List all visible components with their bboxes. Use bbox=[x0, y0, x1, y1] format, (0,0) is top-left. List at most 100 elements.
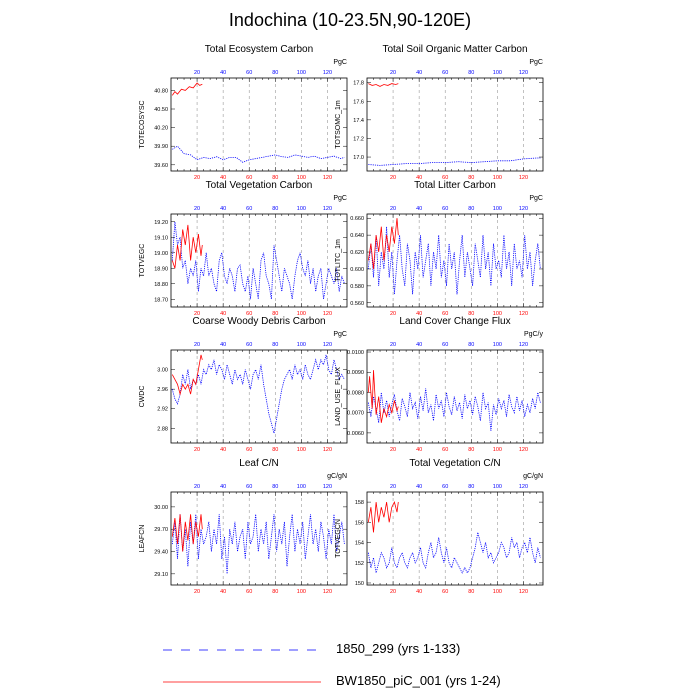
legend-label-series1: 1850_299 (yrs 1-133) bbox=[336, 641, 461, 656]
x-tick-label-bottom: 40 bbox=[416, 589, 422, 595]
x-tick-label-top: 100 bbox=[493, 70, 502, 76]
series-1850_299-line bbox=[171, 221, 345, 300]
units-label: gC/gN bbox=[523, 473, 543, 480]
x-tick-label-top: 40 bbox=[416, 206, 422, 212]
x-tick-label-bottom: 40 bbox=[416, 175, 422, 181]
y-tick-label: 3.00 bbox=[157, 368, 168, 374]
plot-frame bbox=[170, 213, 348, 308]
x-tick-label-top: 60 bbox=[442, 484, 448, 490]
x-tick-label-top: 40 bbox=[416, 70, 422, 76]
x-tick-label-top: 60 bbox=[246, 206, 252, 212]
series-1850_299-line bbox=[367, 532, 541, 574]
series-BW1850_piC_001-line bbox=[171, 82, 203, 96]
legend-label-series2: BW1850_piC_001 (yrs 1-24) bbox=[336, 673, 501, 688]
x-tick-label-bottom: 40 bbox=[416, 311, 422, 317]
x-tick-label-bottom: 60 bbox=[442, 447, 448, 453]
y-tick-label: 156 bbox=[355, 520, 364, 526]
x-tick-label-top: 20 bbox=[390, 206, 396, 212]
x-tick-label-top: 40 bbox=[416, 484, 422, 490]
y-tick-label: 17.4 bbox=[353, 118, 364, 124]
chart-title: Total Vegetation Carbon bbox=[206, 180, 313, 191]
units-label: PgC/y bbox=[524, 331, 544, 338]
x-tick-label-bottom: 80 bbox=[468, 589, 474, 595]
x-tick-label-top: 40 bbox=[416, 342, 422, 348]
x-tick-label-bottom: 100 bbox=[493, 311, 502, 317]
x-tick-label-bottom: 100 bbox=[297, 175, 306, 181]
y-axis-label: TOTSOMC_1m bbox=[335, 100, 342, 149]
y-tick-label: 29.70 bbox=[154, 527, 168, 533]
x-tick-label-top: 40 bbox=[220, 342, 226, 348]
x-tick-label-bottom: 40 bbox=[416, 447, 422, 453]
series-1850_299-line bbox=[171, 354, 345, 434]
x-tick-label-bottom: 20 bbox=[390, 447, 396, 453]
y-tick-label: 0.0080 bbox=[347, 390, 364, 396]
x-tick-label-top: 60 bbox=[442, 70, 448, 76]
y-tick-label: 2.96 bbox=[157, 387, 168, 393]
x-tick-label-bottom: 40 bbox=[220, 589, 226, 595]
y-tick-label: 2.88 bbox=[157, 426, 168, 432]
chart-title: Total Vegetation C/N bbox=[409, 458, 500, 469]
y-tick-label: 0.0100 bbox=[347, 350, 364, 356]
units-label: PgC bbox=[333, 195, 347, 202]
x-tick-label-bottom: 100 bbox=[493, 175, 502, 181]
y-tick-label: 0.0060 bbox=[347, 431, 364, 437]
chart-panel-8: Total Vegetation C/N gC/gN 20 40 60 80 100 120 2… bbox=[335, 458, 544, 595]
x-tick-label-top: 80 bbox=[468, 70, 474, 76]
x-tick-label-bottom: 120 bbox=[519, 447, 528, 453]
y-tick-label: 150 bbox=[355, 581, 364, 587]
y-tick-label: 18.70 bbox=[154, 297, 168, 303]
units-label: gC/gN bbox=[327, 473, 347, 480]
plot-frame bbox=[366, 349, 544, 444]
plot-frame bbox=[366, 213, 544, 308]
y-tick-label: 19.10 bbox=[154, 235, 168, 241]
x-tick-label-top: 100 bbox=[493, 342, 502, 348]
y-tick-label: 0.660 bbox=[350, 216, 364, 222]
x-tick-label-top: 20 bbox=[194, 342, 200, 348]
x-tick-label-top: 80 bbox=[468, 206, 474, 212]
x-tick-label-top: 120 bbox=[323, 484, 332, 490]
series-1850_299-line bbox=[368, 157, 541, 166]
series-BW1850_piC_001-line bbox=[367, 500, 399, 533]
x-tick-label-bottom: 120 bbox=[519, 311, 528, 317]
chart-panel-7: Leaf C/N gC/gN 20 40 60 80 100 120 20 40 60 80 100 12… bbox=[139, 458, 348, 595]
y-tick-label: 29.10 bbox=[154, 572, 168, 578]
y-tick-label: 158 bbox=[355, 500, 364, 506]
x-tick-label-top: 60 bbox=[246, 70, 252, 76]
x-tick-label-bottom: 100 bbox=[493, 447, 502, 453]
x-tick-label-top: 20 bbox=[194, 70, 200, 76]
x-tick-label-bottom: 20 bbox=[390, 311, 396, 317]
y-tick-label: 19.00 bbox=[154, 251, 168, 257]
y-axis-label: TOTLITC_1m bbox=[335, 239, 342, 282]
y-axis-label: LEAFCN bbox=[139, 525, 146, 553]
x-tick-label-bottom: 100 bbox=[297, 589, 306, 595]
plot-frame bbox=[170, 77, 348, 172]
y-tick-label: 30.00 bbox=[154, 505, 168, 511]
x-tick-label-bottom: 20 bbox=[390, 589, 396, 595]
y-tick-label: 29.40 bbox=[154, 550, 168, 556]
x-tick-label-bottom: 80 bbox=[468, 175, 474, 181]
x-tick-label-top: 80 bbox=[272, 206, 278, 212]
y-axis-label: TOTVEGC bbox=[139, 244, 146, 278]
x-tick-label-bottom: 60 bbox=[442, 175, 448, 181]
x-tick-label-top: 120 bbox=[519, 206, 528, 212]
x-tick-label-top: 40 bbox=[220, 206, 226, 212]
x-tick-label-top: 100 bbox=[297, 70, 306, 76]
series-1850_299-line bbox=[172, 145, 345, 163]
y-tick-label: 0.640 bbox=[350, 233, 364, 239]
x-tick-label-top: 100 bbox=[297, 342, 306, 348]
x-tick-label-bottom: 80 bbox=[272, 175, 278, 181]
y-tick-label: 154 bbox=[355, 541, 364, 547]
x-tick-label-bottom: 60 bbox=[246, 447, 252, 453]
x-tick-label-top: 100 bbox=[493, 206, 502, 212]
x-tick-label-bottom: 100 bbox=[297, 311, 306, 317]
x-tick-label-bottom: 100 bbox=[297, 447, 306, 453]
chart-panel-3: Total Vegetation Carbon PgC 20 40 60 80 100 120… bbox=[139, 180, 348, 317]
x-tick-label-bottom: 20 bbox=[390, 175, 396, 181]
x-tick-label-bottom: 60 bbox=[246, 589, 252, 595]
x-tick-label-top: 80 bbox=[468, 342, 474, 348]
chart-title: Coarse Woody Debris Carbon bbox=[192, 316, 325, 327]
y-tick-label: 18.80 bbox=[154, 282, 168, 288]
x-tick-label-top: 80 bbox=[272, 70, 278, 76]
x-tick-label-bottom: 60 bbox=[442, 589, 448, 595]
y-tick-label: 0.560 bbox=[350, 301, 364, 307]
